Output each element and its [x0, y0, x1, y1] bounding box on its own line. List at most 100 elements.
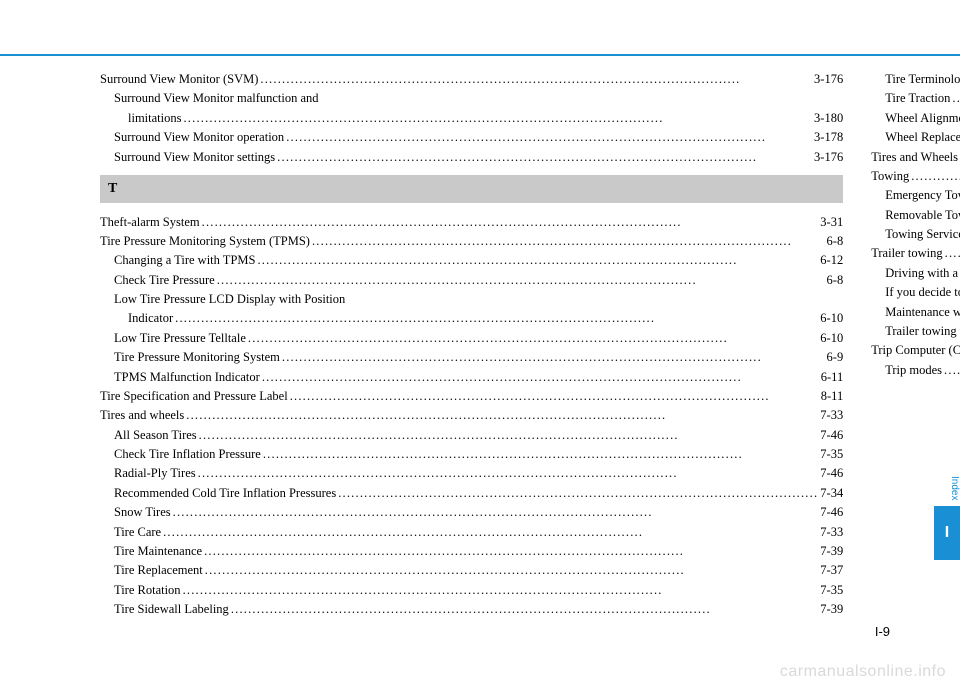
entry-label: Low Tire Pressure Telltale [114, 329, 246, 348]
index-entry: Tires and wheels7-33 [100, 406, 843, 425]
entry-label: Maintenance when trailer towing [885, 303, 960, 322]
entry-dots [943, 244, 960, 263]
index-entry: Tire Maintenance 7-39 [100, 542, 843, 561]
entry-label: Wheel Replacement [885, 128, 960, 147]
entry-dots [229, 600, 820, 619]
entry-dots [260, 368, 821, 387]
entry-label: Tire Rotation [114, 581, 181, 600]
entry-label: Tire Pressure Monitoring System [114, 348, 280, 367]
entry-page: 6-8 [827, 232, 844, 251]
entry-label: Low Tire Pressure LCD Display with Posit… [114, 290, 345, 309]
entry-label: Trailer towing equipment [885, 322, 960, 341]
index-entry: Check Tire Inflation Pressure 7-35 [100, 445, 843, 464]
entry-page: 7-39 [820, 542, 843, 561]
entry-label: Changing a Tire with TPMS [114, 251, 255, 270]
entry-label: Tire Maintenance [114, 542, 202, 561]
entry-dots [173, 309, 820, 328]
index-entry: Theft-alarm System 3-31 [100, 213, 843, 232]
entry-label: Check Tire Pressure [114, 271, 215, 290]
entry-label: Trip Computer (Cluster type A and type B… [871, 341, 960, 360]
index-entry: All Season Tires 7-46 [100, 426, 843, 445]
side-tab-label: Index [934, 470, 960, 506]
entry-page: 7-46 [820, 426, 843, 445]
entry-page: 6-10 [820, 309, 843, 328]
entry-label: Towing [871, 167, 909, 186]
entry-page: 6-11 [821, 368, 843, 387]
entry-label: Surround View Monitor (SVM) [100, 70, 258, 89]
index-entry: Trip modes3-123 [871, 361, 960, 380]
index-entry: Tire Rotation7-35 [100, 581, 843, 600]
entry-page: 7-35 [820, 445, 843, 464]
index-entry: Tire Care7-33 [100, 523, 843, 542]
index-entry: Snow Tires7-46 [100, 503, 843, 522]
index-entry: Tire Pressure Monitoring System (TPMS) 6-… [100, 232, 843, 251]
entry-page: 3-31 [820, 213, 843, 232]
entry-label: Trip modes [885, 361, 942, 380]
entry-dots [275, 148, 814, 167]
entry-dots [255, 251, 820, 270]
entry-label: Recommended Cold Tire Inflation Pressure… [114, 484, 336, 503]
entry-label: Tire Sidewall Labeling [114, 600, 229, 619]
entry-label: Removable Towing Hook [885, 206, 960, 225]
entry-dots [942, 361, 960, 380]
index-entry: Check Tire Pressure 6-8 [100, 271, 843, 290]
index-entry: Low Tire Pressure LCD Display with Posit… [100, 290, 843, 309]
entry-page: 7-37 [820, 561, 843, 580]
entry-label: Radial-Ply Tires [114, 464, 196, 483]
entry-dots [336, 484, 820, 503]
index-entry: Trailer towing equipment5-188 [871, 322, 960, 341]
index-entry: Towing Service6-22 [871, 225, 960, 244]
entry-label: Tires and Wheels [871, 148, 958, 167]
entry-label: limitations [128, 109, 181, 128]
index-entry: Trailer towing5-186 [871, 244, 960, 263]
content-area: Surround View Monitor (SVM)3-176Surround… [100, 70, 900, 619]
index-entry: Tire Terminology and Definitions7-43 [871, 70, 960, 89]
entry-dots [202, 542, 820, 561]
side-tab-letter: I [934, 506, 960, 560]
entry-dots [196, 464, 821, 483]
entry-label: If you decide to pull a trailer [885, 283, 960, 302]
watermark: carmanualsonline.info [780, 663, 946, 681]
index-entry: Tire Pressure Monitoring System 6-9 [100, 348, 843, 367]
entry-page: 7-39 [820, 600, 843, 619]
entry-dots [280, 348, 827, 367]
index-entry: Surround View Monitor operation3-178 [100, 128, 843, 147]
entry-dots [246, 329, 820, 348]
entry-label: Surround View Monitor settings [114, 148, 275, 167]
entry-label: Indicator [128, 309, 173, 328]
index-entry: Emergency Towing6-24 [871, 186, 960, 205]
entry-dots [161, 523, 820, 542]
index-entry: Recommended Cold Tire Inflation Pressure… [100, 484, 843, 503]
section-header: T [100, 175, 843, 203]
entry-page: 3-178 [814, 128, 843, 147]
entry-label: TPMS Malfunction Indicator [114, 368, 260, 387]
entry-page: 6-12 [820, 251, 843, 270]
entry-label: Wheel Alignment and Tire Balance [885, 109, 960, 128]
entry-page: 7-46 [820, 464, 843, 483]
entry-label: Theft-alarm System [100, 213, 200, 232]
index-entry: Maintenance when trailer towing5-192 [871, 303, 960, 322]
index-entry: TPMS Malfunction Indicator 6-11 [100, 368, 843, 387]
entry-page: 3-176 [814, 148, 843, 167]
index-entry: Surround View Monitor settings 3-176 [100, 148, 843, 167]
entry-page: 3-180 [814, 109, 843, 128]
entry-dots [310, 232, 827, 251]
entry-dots [258, 70, 814, 89]
index-entry: Low Tire Pressure Telltale6-10 [100, 329, 843, 348]
entry-dots [184, 406, 820, 425]
entry-page: 6-9 [827, 348, 844, 367]
entry-dots [181, 581, 821, 600]
entry-label: Tire Replacement [114, 561, 203, 580]
entry-label: All Season Tires [114, 426, 197, 445]
entry-page: 8-11 [821, 387, 843, 406]
entry-page: 6-8 [827, 271, 844, 290]
entry-label: Tire Pressure Monitoring System (TPMS) [100, 232, 310, 251]
entry-page: 3-176 [814, 70, 843, 89]
index-entry: Towing6-22 [871, 167, 960, 186]
index-entry: Wheel Replacement7-38 [871, 128, 960, 147]
entry-label: Driving with a trailer [885, 264, 960, 283]
entry-label: Check Tire Inflation Pressure [114, 445, 261, 464]
index-entry: Changing a Tire with TPMS 6-12 [100, 251, 843, 270]
entry-label: Tire Care [114, 523, 161, 542]
index-entry: Trip Computer (Cluster type A and type B… [871, 341, 960, 360]
